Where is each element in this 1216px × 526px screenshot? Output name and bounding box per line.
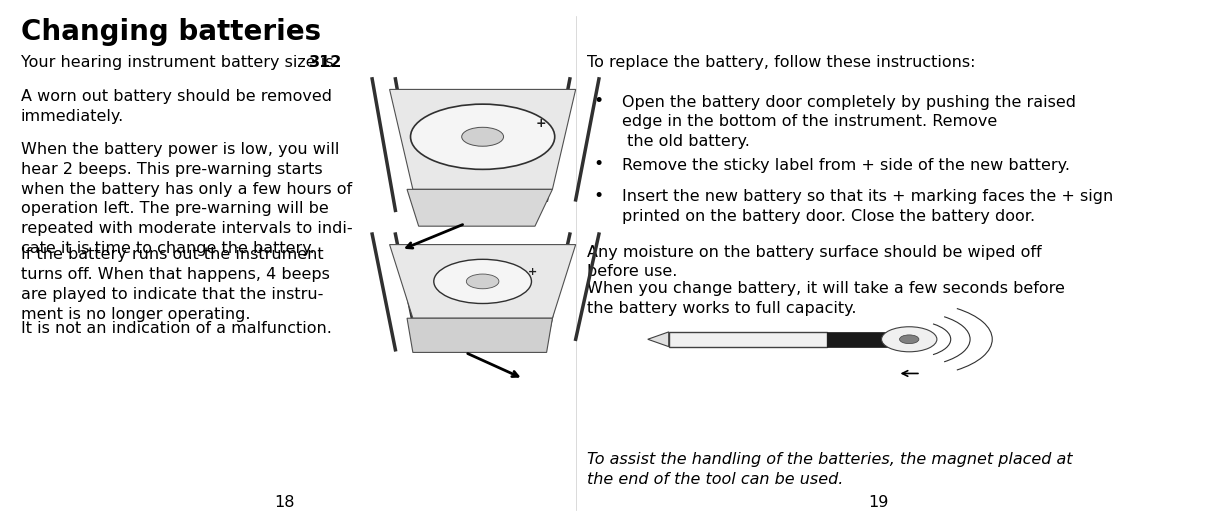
Text: Remove the sticky label from + side of the new battery.: Remove the sticky label from + side of t… — [623, 158, 1070, 173]
Text: It is not an indication of a malfunction.: It is not an indication of a malfunction… — [21, 321, 332, 336]
Text: +: + — [528, 267, 537, 277]
Text: When the battery power is low, you will
hear 2 beeps. This pre-warning starts
wh: When the battery power is low, you will … — [21, 142, 353, 256]
Polygon shape — [407, 318, 552, 352]
Text: •: • — [593, 187, 603, 205]
Polygon shape — [389, 89, 575, 189]
Text: To assist the handling of the batteries, the magnet placed at
the end of the too: To assist the handling of the batteries,… — [587, 452, 1073, 487]
Polygon shape — [407, 189, 552, 226]
Circle shape — [882, 327, 936, 352]
Text: 19: 19 — [868, 495, 888, 510]
Text: If the battery runs out the instrument
turns off. When that happens, 4 beeps
are: If the battery runs out the instrument t… — [21, 247, 330, 321]
Circle shape — [434, 259, 531, 304]
Text: A worn out battery should be removed
immediately.: A worn out battery should be removed imm… — [21, 89, 332, 124]
Circle shape — [462, 127, 503, 146]
FancyBboxPatch shape — [827, 332, 903, 347]
Text: 18: 18 — [275, 495, 295, 510]
FancyBboxPatch shape — [669, 332, 827, 347]
Text: Changing batteries: Changing batteries — [21, 18, 321, 46]
Text: Any moisture on the battery surface should be wiped off
before use.: Any moisture on the battery surface shou… — [587, 245, 1042, 279]
Text: Open the battery door completely by pushing the raised
edge in the bottom of the: Open the battery door completely by push… — [623, 95, 1076, 149]
Circle shape — [411, 104, 554, 169]
Text: To replace the battery, follow these instructions:: To replace the battery, follow these ins… — [587, 55, 975, 70]
Text: When you change battery, it will take a few seconds before
the battery works to : When you change battery, it will take a … — [587, 281, 1065, 316]
Circle shape — [900, 335, 919, 343]
Text: +: + — [535, 117, 546, 130]
Polygon shape — [389, 245, 575, 318]
Text: 312: 312 — [309, 55, 343, 70]
Text: •: • — [593, 92, 603, 110]
Polygon shape — [648, 332, 669, 347]
Text: Your hearing instrument battery size is: Your hearing instrument battery size is — [21, 55, 338, 70]
Text: •: • — [593, 155, 603, 173]
Circle shape — [467, 274, 499, 289]
Text: Insert the new battery so that its + marking faces the + sign
printed on the bat: Insert the new battery so that its + mar… — [623, 189, 1114, 224]
